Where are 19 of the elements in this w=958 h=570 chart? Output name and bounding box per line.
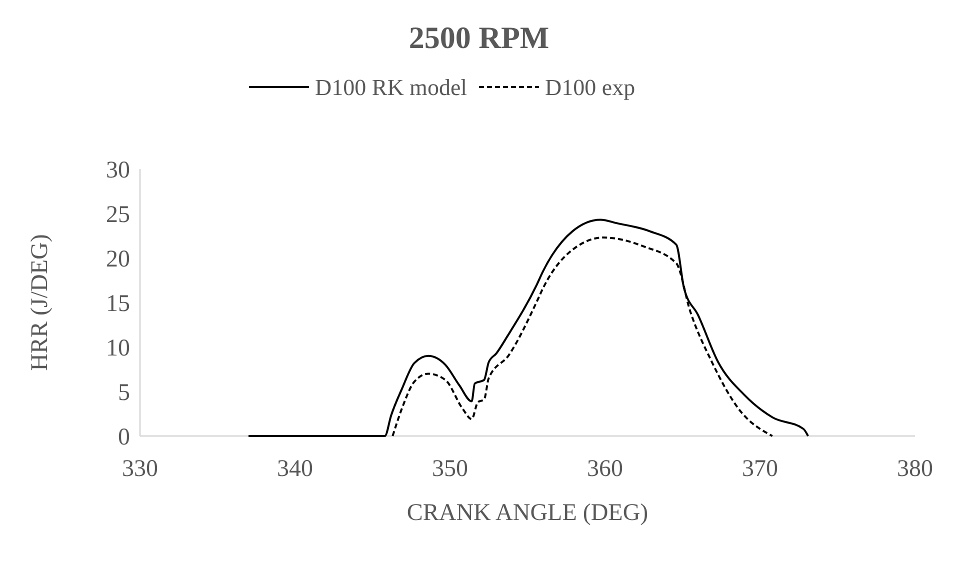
y-tick-label: 15 bbox=[106, 290, 130, 317]
y-tick-label: 0 bbox=[118, 424, 130, 450]
legend-label: D100 exp bbox=[545, 75, 636, 100]
x-tick-label: 330 bbox=[122, 456, 158, 482]
line-series bbox=[248, 218, 810, 437]
y-tick-label: 20 bbox=[106, 246, 130, 272]
y-tick-label: 25 bbox=[106, 202, 130, 228]
chart-title: 2500 RPM bbox=[408, 20, 550, 55]
legend-label: D100 RK model bbox=[315, 75, 468, 100]
x-axis-title: CRANK ANGLE (DEG) bbox=[406, 500, 648, 526]
x-tick-label: 380 bbox=[897, 456, 933, 482]
y-tick-label: 10 bbox=[106, 335, 130, 362]
y-tick-label: 30 bbox=[106, 157, 130, 184]
x-tick-label: 340 bbox=[277, 456, 313, 482]
y-tick-label: 5 bbox=[118, 380, 130, 406]
x-tick-label: 360 bbox=[587, 456, 623, 482]
x-tick-label: 350 bbox=[432, 456, 468, 482]
x-tick-label: 370 bbox=[742, 456, 778, 482]
y-axis-title: HRR (J/DEG) bbox=[27, 234, 53, 371]
